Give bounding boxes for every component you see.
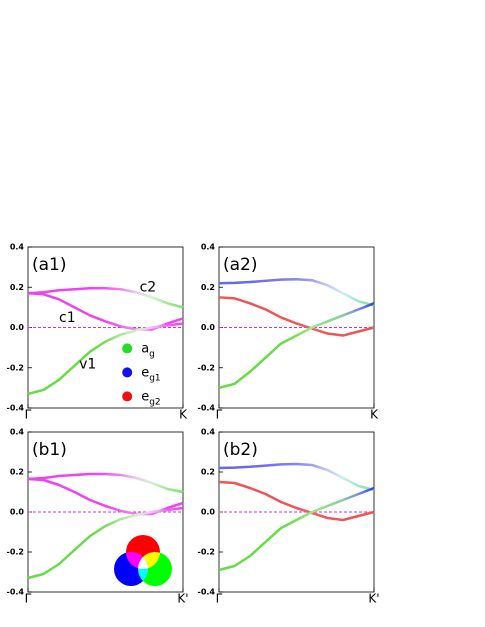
- legend-text: a: [141, 341, 149, 356]
- y-tick-label: 0.2: [201, 283, 215, 292]
- y-tick-label: 0.4: [201, 243, 216, 252]
- legend-sub: g1: [149, 373, 160, 383]
- y-tick-label: 0.2: [10, 283, 24, 292]
- band-line: [27, 472, 184, 494]
- legend-marker: [122, 367, 133, 378]
- x-tick-label: Γ: [216, 592, 223, 606]
- x-tick-label: K: [179, 408, 188, 422]
- band-label: v1: [79, 357, 96, 373]
- y-tick-label: -0.2: [7, 548, 25, 557]
- legend-label: eg1: [141, 365, 160, 383]
- x-tick-label: K': [177, 592, 188, 606]
- y-tick-label: 0.0: [201, 323, 216, 332]
- x-tick-label: K: [370, 408, 379, 422]
- panel: -0.4 -0.2 0.0 0.2 0.4 Γ K' (b2): [198, 428, 380, 606]
- x-tick-label: Γ: [25, 408, 32, 422]
- y-tick-label: -0.2: [7, 363, 25, 372]
- y-tick-label: 0.0: [10, 508, 25, 517]
- band-line: [218, 480, 375, 522]
- y-tick-label: -0.4: [7, 588, 25, 597]
- band-line: [218, 277, 375, 307]
- legend-text: e: [141, 365, 149, 380]
- y-tick-label: 0.2: [201, 468, 215, 477]
- y-tick-label: -0.4: [198, 404, 216, 413]
- legend-label: eg2: [141, 389, 160, 407]
- legend-label: ag: [141, 341, 155, 359]
- panel-label: (b1): [32, 440, 67, 460]
- y-tick-label: 0.2: [10, 468, 24, 477]
- band-line: [27, 322, 184, 396]
- band-line: [27, 477, 184, 516]
- panel-label: (b2): [223, 440, 258, 460]
- x-tick-label: Γ: [216, 408, 223, 422]
- y-tick-label: -0.2: [198, 548, 216, 557]
- band-line: [27, 292, 184, 331]
- legend-marker: [122, 343, 133, 354]
- venn-green: [138, 552, 172, 586]
- y-tick-label: 0.4: [10, 428, 25, 437]
- panel-label: (a1): [32, 255, 67, 275]
- x-tick-label: Γ: [25, 592, 32, 606]
- band-line: [218, 302, 375, 390]
- band-line: [27, 287, 184, 309]
- band-label: c1: [59, 310, 76, 326]
- panel-label: (a2): [223, 255, 258, 275]
- y-tick-label: -0.4: [198, 588, 216, 597]
- y-tick-label: 0.0: [10, 323, 25, 332]
- y-tick-label: 0.4: [201, 428, 216, 437]
- venn-blue: [114, 552, 148, 586]
- x-tick-label: K': [368, 592, 379, 606]
- band-line: [218, 296, 375, 337]
- y-tick-label: -0.4: [7, 404, 25, 413]
- y-tick-label: 0.0: [201, 508, 216, 517]
- legend-sub: g2: [149, 397, 160, 407]
- y-tick-label: -0.2: [198, 363, 216, 372]
- rgb-venn: [114, 535, 172, 586]
- band-label: c2: [140, 279, 157, 295]
- band-line: [218, 486, 375, 572]
- panel: -0.4 -0.2 0.0 0.2 0.4 Γ K (a2): [198, 243, 380, 422]
- panel: -0.4 -0.2 0.0 0.2 0.4 Γ K' (b1): [7, 428, 189, 606]
- legend-text: e: [141, 389, 149, 404]
- y-tick-label: 0.4: [10, 243, 25, 252]
- legend-marker: [122, 391, 133, 402]
- band-line: [218, 462, 375, 492]
- band-line: [27, 506, 184, 580]
- legend-sub: g: [149, 349, 155, 359]
